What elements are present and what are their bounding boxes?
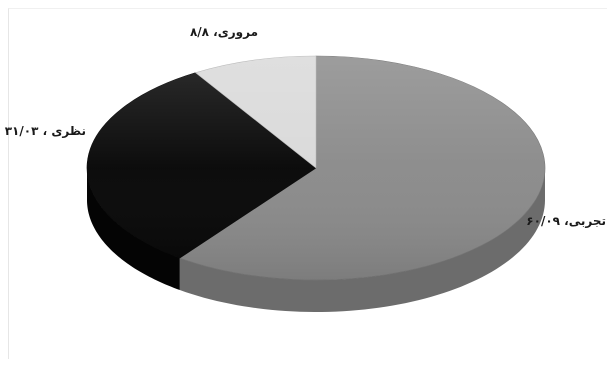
pie-top-faces <box>86 55 546 281</box>
slice-side-experimental <box>179 168 546 312</box>
pie-side-walls <box>87 168 546 312</box>
slice-label-experimental: تجربی، ۶۰/۰۹ <box>526 214 606 228</box>
slice-side-theoretical <box>87 168 180 291</box>
pie-gloss <box>87 56 545 280</box>
slice-labels: مروری، ۸/۸ نظری ، ۳۱/۰۳ تجربی، ۶۰/۰۹ <box>5 25 606 228</box>
slice-label-theoretical: نظری ، ۳۱/۰۳ <box>5 124 86 138</box>
chart-frame <box>8 8 607 359</box>
slice-label-review: مروری، ۸/۸ <box>190 25 258 40</box>
